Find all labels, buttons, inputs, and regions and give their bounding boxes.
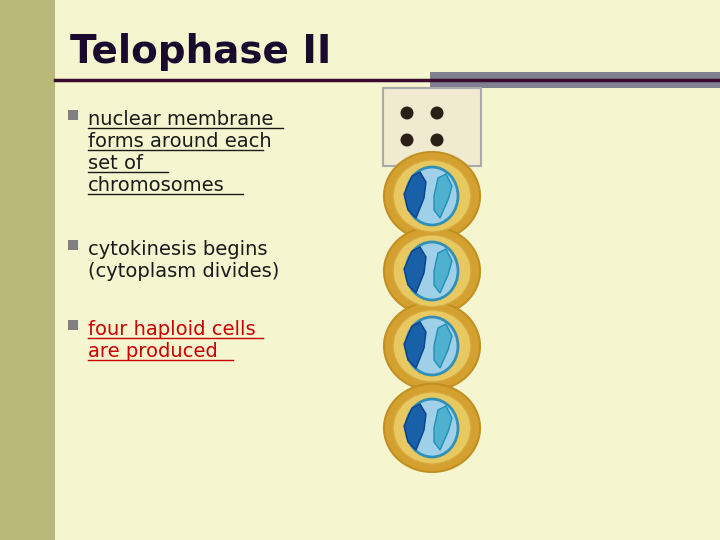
Text: chromosomes: chromosomes xyxy=(88,176,225,195)
Ellipse shape xyxy=(406,167,458,225)
Ellipse shape xyxy=(384,152,480,240)
Text: set of: set of xyxy=(88,154,143,173)
Text: nuclear membrane: nuclear membrane xyxy=(88,110,274,129)
Bar xyxy=(430,72,720,88)
Ellipse shape xyxy=(393,160,471,232)
Polygon shape xyxy=(434,324,452,368)
Circle shape xyxy=(431,106,444,119)
Polygon shape xyxy=(404,172,426,218)
Polygon shape xyxy=(404,404,426,450)
Ellipse shape xyxy=(384,227,480,315)
Ellipse shape xyxy=(384,384,480,472)
Ellipse shape xyxy=(406,317,458,375)
Ellipse shape xyxy=(393,310,471,382)
Circle shape xyxy=(400,133,413,146)
Ellipse shape xyxy=(393,235,471,307)
Ellipse shape xyxy=(406,399,458,457)
Polygon shape xyxy=(404,247,426,293)
Bar xyxy=(68,110,78,120)
Ellipse shape xyxy=(406,242,458,300)
Polygon shape xyxy=(434,174,452,218)
Polygon shape xyxy=(404,322,426,368)
Bar xyxy=(68,240,78,250)
Bar xyxy=(68,320,78,330)
Text: four haploid cells: four haploid cells xyxy=(88,320,256,339)
Bar xyxy=(383,88,481,166)
Polygon shape xyxy=(434,249,452,293)
Text: forms around each: forms around each xyxy=(88,132,271,151)
Circle shape xyxy=(400,106,413,119)
Circle shape xyxy=(431,133,444,146)
Text: (cytoplasm divides): (cytoplasm divides) xyxy=(88,262,279,281)
Polygon shape xyxy=(0,0,55,540)
Polygon shape xyxy=(434,406,452,450)
Text: Telophase II: Telophase II xyxy=(70,33,331,71)
Ellipse shape xyxy=(393,392,471,464)
Text: cytokinesis begins: cytokinesis begins xyxy=(88,240,268,259)
Ellipse shape xyxy=(384,302,480,390)
Text: are produced: are produced xyxy=(88,342,217,361)
